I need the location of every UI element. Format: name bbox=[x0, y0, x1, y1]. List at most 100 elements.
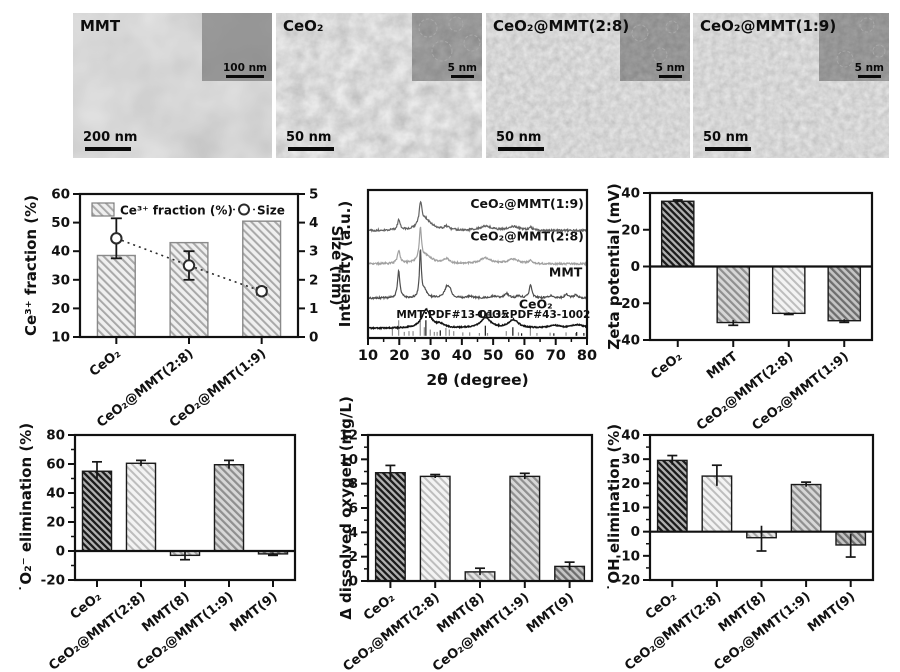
svg-text:-40: -40 bbox=[616, 333, 640, 349]
scale-bar: 50 nm bbox=[286, 130, 334, 151]
svg-text:40: 40 bbox=[621, 428, 640, 444]
chart-dissolved-oxygen: 024681012CeO₂CeO₂@MMT(2:8)MMT(8)CeO₂@MMT… bbox=[337, 396, 594, 672]
scale-bar: 50 nm bbox=[496, 130, 544, 151]
tem-label: CeO₂@MMT(1:9) bbox=[700, 17, 837, 35]
svg-text:60: 60 bbox=[51, 187, 70, 203]
svg-text:40: 40 bbox=[621, 186, 640, 202]
tem-inset: 100 nm bbox=[202, 13, 272, 81]
inset-scale-bar: 5 nm bbox=[656, 62, 685, 78]
svg-text:60: 60 bbox=[514, 348, 534, 364]
svg-text:10: 10 bbox=[339, 452, 358, 468]
svg-text:8: 8 bbox=[349, 476, 358, 492]
svg-text:12: 12 bbox=[339, 428, 358, 444]
svg-text:CeO₂: CeO₂ bbox=[648, 349, 685, 382]
svg-text:˙O₂⁻ elimination (%): ˙O₂⁻ elimination (%) bbox=[17, 423, 35, 592]
svg-text:1: 1 bbox=[309, 301, 318, 317]
svg-text:20: 20 bbox=[621, 222, 640, 238]
svg-text:30: 30 bbox=[51, 272, 70, 288]
svg-text:0: 0 bbox=[309, 330, 318, 346]
svg-text:Size (nm): Size (nm) bbox=[328, 225, 346, 305]
svg-text:Size: Size bbox=[257, 204, 285, 218]
chart-superoxide-elimination: -20020406080CeO₂CeO₂@MMT(2:8)MMT(8)CeO₂@… bbox=[17, 423, 297, 672]
svg-text:2θ (degree): 2θ (degree) bbox=[426, 371, 528, 389]
svg-text:MMT(9): MMT(9) bbox=[524, 590, 577, 636]
svg-text:80: 80 bbox=[577, 348, 597, 364]
svg-text:CeO₂: CeO₂ bbox=[87, 346, 124, 379]
svg-text:10: 10 bbox=[51, 330, 70, 346]
tem-inset-image bbox=[620, 13, 690, 81]
svg-text:4: 4 bbox=[309, 215, 318, 231]
chart-xrd: MMT:PDF#13-0135CeO₂:PDF#43-1002CeO₂MMTCe… bbox=[336, 188, 597, 389]
tem-panel-ceo2-mmt-2-8: CeO₂@MMT(2:8) 5 nm 50 nm bbox=[486, 13, 690, 158]
tem-inset: 5 nm bbox=[620, 13, 690, 81]
tem-panel-ceo2-mmt-1-9: CeO₂@MMT(1:9) 5 nm 50 nm bbox=[693, 13, 889, 158]
svg-text:0: 0 bbox=[631, 524, 640, 540]
svg-text:60: 60 bbox=[46, 457, 65, 473]
svg-text:-10: -10 bbox=[616, 548, 640, 564]
svg-text:CeO₂:PDF#43-1002: CeO₂:PDF#43-1002 bbox=[477, 309, 590, 321]
svg-text:40: 40 bbox=[452, 348, 472, 364]
inset-scale-bar: 5 nm bbox=[448, 62, 477, 78]
tem-inset-image bbox=[819, 13, 889, 81]
svg-text:2: 2 bbox=[309, 272, 318, 288]
scale-bar: 200 nm bbox=[83, 130, 137, 151]
svg-text:Δ dissolved oxygen (mg/L): Δ dissolved oxygen (mg/L) bbox=[337, 396, 355, 620]
svg-text:0: 0 bbox=[631, 259, 640, 275]
svg-text:3: 3 bbox=[309, 244, 318, 260]
chart-zeta-potential: -40 -20 0 20 40 CeO₂ MMTCeO₂@MMT(2:8)CeO₂@MMT(… bbox=[605, 183, 874, 434]
tem-label: CeO₂ bbox=[283, 17, 324, 35]
tem-panel-mmt: MMT 100 nm 200 nm bbox=[73, 13, 272, 158]
svg-text:Ce³⁺ fraction (%): Ce³⁺ fraction (%) bbox=[120, 204, 233, 218]
inset-shade bbox=[620, 13, 690, 81]
svg-text:-20: -20 bbox=[616, 573, 640, 589]
svg-text:CeO₂@MMT(1:9): CeO₂@MMT(1:9) bbox=[470, 196, 583, 211]
tem-label: MMT bbox=[80, 17, 121, 35]
svg-text:6: 6 bbox=[349, 501, 358, 517]
svg-text:Ce³⁺ fraction (%): Ce³⁺ fraction (%) bbox=[22, 195, 40, 336]
svg-text:MMT(9): MMT(9) bbox=[227, 589, 280, 635]
svg-text:4: 4 bbox=[349, 525, 358, 541]
tem-label: CeO₂@MMT(2:8) bbox=[493, 17, 630, 35]
svg-text:20: 20 bbox=[46, 515, 65, 531]
svg-text:5: 5 bbox=[309, 187, 318, 203]
tem-inset: 5 nm bbox=[819, 13, 889, 81]
svg-text:10: 10 bbox=[621, 500, 640, 516]
svg-text:CeO₂: CeO₂ bbox=[643, 589, 680, 622]
inset-shade bbox=[202, 13, 272, 81]
svg-text:CeO₂: CeO₂ bbox=[519, 296, 553, 311]
svg-text:30: 30 bbox=[621, 452, 640, 468]
svg-text:-20: -20 bbox=[41, 573, 65, 589]
svg-text:Zeta potential (mV): Zeta potential (mV) bbox=[605, 183, 623, 349]
inset-shade bbox=[412, 13, 482, 81]
svg-text:70: 70 bbox=[546, 348, 566, 364]
svg-text:50: 50 bbox=[483, 348, 503, 364]
tem-panel-ceo2: CeO₂ 5 nm 50 nm bbox=[276, 13, 482, 158]
svg-text:10: 10 bbox=[358, 348, 378, 364]
svg-text:-20: -20 bbox=[616, 296, 640, 312]
svg-text:40: 40 bbox=[51, 244, 70, 260]
svg-text:0: 0 bbox=[56, 544, 65, 560]
svg-text:MMT: MMT bbox=[704, 349, 741, 382]
svg-text:40: 40 bbox=[46, 486, 65, 502]
svg-text:20: 20 bbox=[621, 476, 640, 492]
svg-text:CeO₂: CeO₂ bbox=[361, 590, 398, 623]
svg-text:20: 20 bbox=[51, 301, 70, 317]
inset-highlight-circles bbox=[836, 17, 886, 68]
svg-text:Intensity (a.u.): Intensity (a.u.) bbox=[336, 201, 354, 327]
inset-highlight-circles bbox=[418, 16, 481, 62]
svg-text:30: 30 bbox=[420, 348, 440, 364]
svg-text:80: 80 bbox=[46, 428, 65, 444]
tem-inset-image bbox=[202, 13, 272, 81]
svg-text:CeO₂@MMT(2:8): CeO₂@MMT(2:8) bbox=[470, 228, 583, 243]
tem-inset-image bbox=[412, 13, 482, 81]
svg-text:MMT(9): MMT(9) bbox=[805, 589, 858, 635]
scale-bar: 50 nm bbox=[703, 130, 751, 151]
inset-scale-bar: 100 nm bbox=[223, 62, 267, 78]
svg-text:˙OH elimination (%): ˙OH elimination (%) bbox=[605, 424, 623, 591]
svg-text:2: 2 bbox=[349, 549, 358, 565]
svg-text:CeO₂: CeO₂ bbox=[68, 589, 105, 622]
svg-text:CeO₂@MMT(1:9): CeO₂@MMT(1:9) bbox=[749, 349, 851, 433]
chart-hydroxyl-elimination: -20-10010203040CeO₂CeO₂@MMT(2:8)MMT(8)Ce… bbox=[605, 424, 875, 672]
inset-scale-bar: 5 nm bbox=[855, 62, 884, 78]
